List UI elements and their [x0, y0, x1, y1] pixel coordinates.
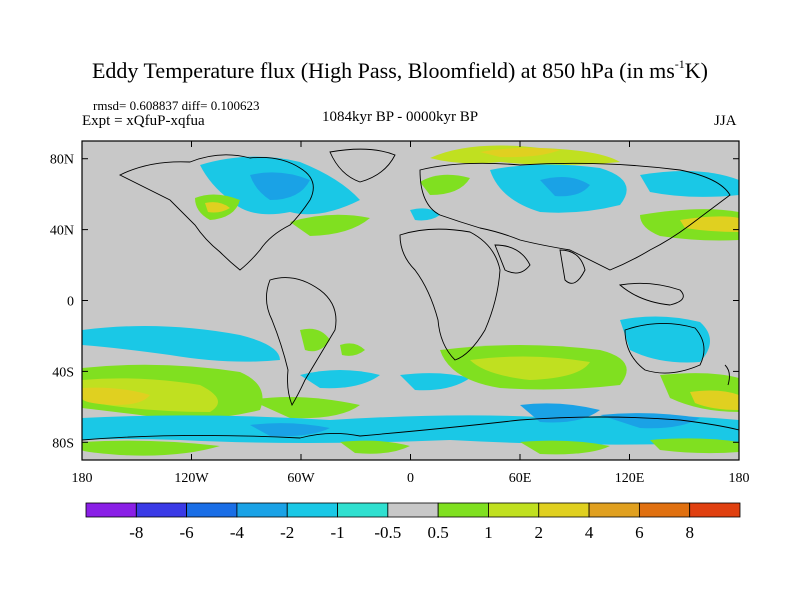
- field-patch: [300, 328, 330, 352]
- field-patch: [640, 171, 739, 197]
- field-patch: [420, 174, 470, 195]
- legend-label: -4: [230, 523, 245, 542]
- legend-swatch: [186, 502, 238, 518]
- legend-swatch: [488, 502, 540, 518]
- coast-new-zealand: [724, 364, 730, 386]
- field-patch: [82, 326, 280, 362]
- legend-label: -1: [330, 523, 344, 542]
- map-ticks: 180 120W 60W 0 60E 120E 180 80N 40N 0 40S 80S: [50, 141, 750, 486]
- legend-swatch: [538, 502, 590, 518]
- lat-tick-label: 40N: [50, 224, 74, 239]
- lat-tick-label: 80N: [50, 153, 74, 168]
- field-patch: [620, 316, 710, 363]
- legend-swatch: [85, 502, 137, 518]
- legend-label: 2: [535, 523, 544, 542]
- field-patch: [520, 440, 610, 455]
- field-patch: [650, 438, 739, 454]
- field-patch: [690, 390, 739, 410]
- coast-arabia: [494, 244, 531, 274]
- legend-swatch: [135, 502, 188, 518]
- legend-swatch: [638, 502, 691, 518]
- map-field: [82, 141, 739, 460]
- legend-label: -2: [280, 523, 294, 542]
- coast-greenland: [329, 148, 396, 183]
- field-patch: [250, 423, 330, 437]
- legend-labels: -8 -6 -4 -2 -1 -0.5 0.5 1 2 4 6 8: [129, 523, 694, 542]
- lon-tick-label: 60W: [287, 471, 315, 486]
- lat-tick-label: 80S: [52, 436, 74, 451]
- field-patch: [250, 172, 310, 200]
- lat-tick-label: 0: [67, 295, 74, 310]
- period-text: 1084kyr BP - 0000kyr BP: [322, 109, 479, 125]
- legend-label: 6: [635, 523, 644, 542]
- coast-indonesia: [618, 282, 684, 306]
- coast-antarctica: [82, 416, 739, 441]
- field-patch: [680, 216, 739, 232]
- lon-tick-label: 120W: [174, 471, 209, 486]
- legend-label: 0.5: [428, 523, 449, 542]
- coast-india: [559, 249, 586, 284]
- field-patch: [340, 440, 410, 454]
- season-text: JJA: [714, 113, 737, 129]
- legend-swatch: [437, 502, 489, 518]
- coast-north-america: [118, 154, 314, 271]
- coast-africa: [399, 228, 501, 361]
- lon-tick-label: 180: [729, 471, 750, 486]
- legend-label: 1: [484, 523, 493, 542]
- title-main: Eddy Temperature flux (High Pass, Bloomf…: [91, 58, 675, 83]
- legend-label: -6: [180, 523, 194, 542]
- legend-swatch: [588, 502, 640, 518]
- field-patch: [205, 202, 230, 213]
- field-patch: [290, 214, 370, 236]
- legend-swatch: [236, 502, 288, 518]
- coast-australia: [624, 323, 705, 374]
- lon-tick-label: 60E: [509, 471, 532, 486]
- field-patch: [82, 415, 739, 445]
- field-patch: [470, 356, 590, 380]
- field-patch: [250, 396, 360, 419]
- stats-text: rmsd= 0.608837 diff= 0.100623: [93, 98, 260, 113]
- field-patch: [410, 208, 440, 221]
- legend-label: -0.5: [374, 523, 401, 542]
- legend-swatch: [337, 502, 389, 518]
- field-patch: [340, 343, 365, 356]
- field-patch: [82, 440, 220, 456]
- lon-tick-label: 0: [407, 471, 414, 486]
- legend-label: 8: [685, 523, 694, 542]
- lon-tick-label: 120E: [615, 471, 645, 486]
- field-patch: [82, 387, 150, 405]
- experiment-text: Expt = xQfuP-xqfua: [82, 113, 205, 129]
- field-patch: [520, 403, 600, 423]
- field-patch: [540, 176, 590, 197]
- coast-eurasia: [419, 162, 731, 271]
- legend-label: -8: [129, 523, 143, 542]
- field-patch: [300, 370, 380, 389]
- coastlines: [82, 148, 739, 441]
- field-patch: [480, 147, 560, 158]
- map-title: Eddy Temperature flux (High Pass, Bloomf…: [0, 56, 800, 84]
- legend-boxes: [85, 502, 741, 518]
- legend-swatch: [286, 502, 338, 518]
- lat-tick-label: 40S: [52, 365, 74, 380]
- legend-swatch: [387, 502, 439, 518]
- legend-label: 4: [585, 523, 594, 542]
- legend-swatch: [689, 502, 741, 518]
- title-superscript: -1: [674, 56, 685, 71]
- title-suffix: K): [684, 58, 708, 83]
- lon-tick-label: 180: [72, 471, 93, 486]
- field-patch: [400, 373, 470, 391]
- coast-south-america: [266, 277, 337, 407]
